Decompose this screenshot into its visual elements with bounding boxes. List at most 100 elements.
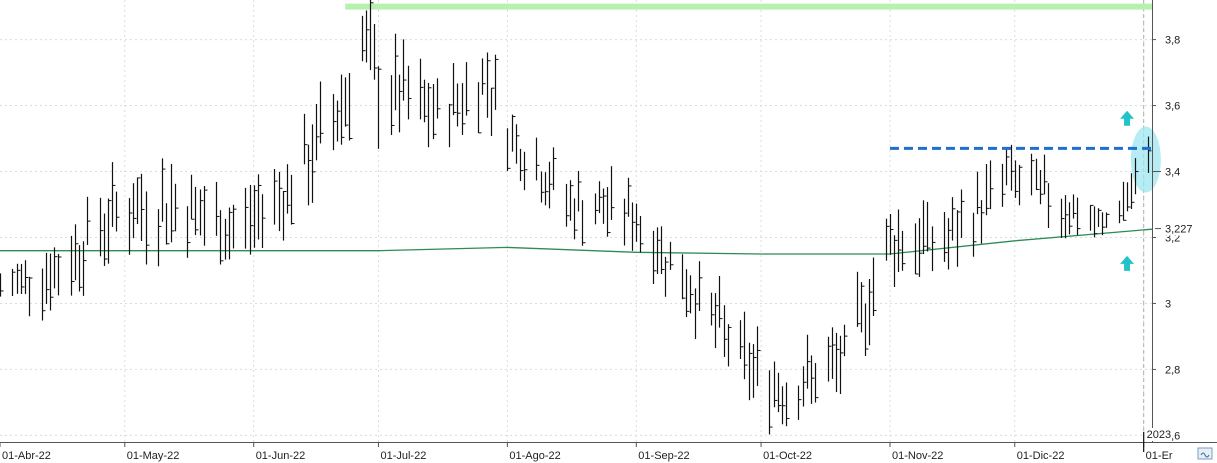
price-bar (432, 84, 437, 140)
x-tick-label: 01-Oct-22 (763, 450, 812, 462)
price-bar (926, 201, 931, 252)
price-bar (814, 363, 819, 403)
grid-lines (0, 0, 1152, 442)
price-bar (922, 200, 927, 255)
price-bar (1101, 212, 1106, 236)
price-bar (723, 305, 728, 357)
arrow-up-icon (1120, 110, 1135, 126)
price-bar (860, 282, 865, 333)
price-bar (540, 171, 545, 203)
price-bar (831, 327, 836, 379)
price-bar (494, 54, 499, 110)
price-bar (681, 254, 686, 300)
price-bar (976, 171, 981, 215)
price-bar (307, 144, 312, 206)
price-bar (768, 370, 773, 435)
price-bar (544, 172, 549, 206)
price-bar (639, 215, 644, 253)
price-bar (752, 344, 757, 398)
price-bar (897, 209, 902, 272)
x-tick-label: 01-Jun-22 (256, 450, 306, 462)
price-bar (1043, 154, 1048, 195)
price-bar (344, 77, 349, 127)
price-bar (548, 161, 553, 209)
price-bar (797, 385, 802, 420)
x-tick-label: 01-Jul-22 (380, 450, 426, 462)
price-bar (282, 191, 287, 241)
price-bar (140, 173, 145, 242)
price-bar (669, 241, 674, 270)
price-marker-label: 3,4 (1165, 167, 1180, 179)
price-bar (465, 62, 470, 116)
price-bar (710, 292, 715, 326)
price-bar (369, 0, 374, 71)
price-bar (1014, 160, 1019, 198)
price-bar (748, 342, 753, 401)
price-bar (511, 114, 516, 152)
price-bar (577, 170, 582, 212)
price-bar (573, 198, 578, 240)
price-bar (594, 193, 599, 225)
price-bar (956, 210, 961, 267)
price-bar (627, 177, 632, 217)
price-bar (402, 39, 407, 101)
price-bar (332, 94, 337, 151)
price-marker-box (1162, 164, 1198, 179)
price-bar (398, 74, 403, 133)
price-bar (86, 196, 91, 245)
price-bar (698, 261, 703, 312)
price-bar (427, 82, 432, 148)
price-bar (257, 174, 262, 240)
price-bar (1089, 204, 1094, 231)
price-bar (1060, 198, 1065, 238)
price-bar (685, 269, 690, 318)
price-bar (20, 263, 25, 295)
y-tick-label: 2,8 (1165, 364, 1180, 376)
price-bar (515, 124, 520, 164)
price-bar (199, 189, 204, 236)
price-bar (486, 52, 491, 118)
price-bar (535, 137, 540, 181)
price-bar (714, 293, 719, 349)
price-bar (918, 218, 923, 277)
price-bar (1035, 158, 1040, 190)
price-bar (103, 213, 108, 266)
price-bar (694, 288, 699, 340)
price-bar (377, 66, 382, 149)
price-bar (835, 332, 840, 393)
price-bar (1039, 170, 1044, 205)
price-bar (57, 253, 62, 296)
price-bar (777, 372, 782, 413)
price-bar (319, 81, 324, 144)
y-tick-label: 3 (1165, 298, 1171, 310)
price-bar (739, 320, 744, 360)
price-bar (423, 79, 428, 123)
price-bar (1001, 163, 1006, 207)
x-tick-label: 01-May-22 (127, 450, 180, 462)
price-bar (16, 263, 21, 294)
price-bar (261, 194, 266, 248)
price-bar (490, 87, 495, 136)
price-bar (224, 218, 229, 260)
price-bar (806, 334, 811, 389)
price-bar (856, 271, 861, 327)
price-bar (436, 78, 441, 119)
price-bar (161, 158, 166, 222)
y-tick-label: 3,8 (1165, 35, 1180, 47)
price-bar (128, 198, 133, 255)
year-label-box (1144, 428, 1172, 441)
price-bar (656, 227, 661, 274)
wave-icon (1200, 452, 1210, 458)
price-bar (664, 256, 669, 297)
price-bar (1093, 206, 1098, 238)
highlight-ellipse (1130, 126, 1161, 193)
price-bar (228, 207, 233, 260)
price-bar (45, 252, 50, 304)
price-bar (947, 218, 952, 270)
price-bar (456, 83, 461, 127)
x-tick-label: 01-Er (1146, 450, 1173, 462)
price-bar (785, 382, 790, 427)
price-bar (610, 166, 615, 220)
price-bar (660, 226, 665, 274)
price-bar (203, 185, 208, 246)
